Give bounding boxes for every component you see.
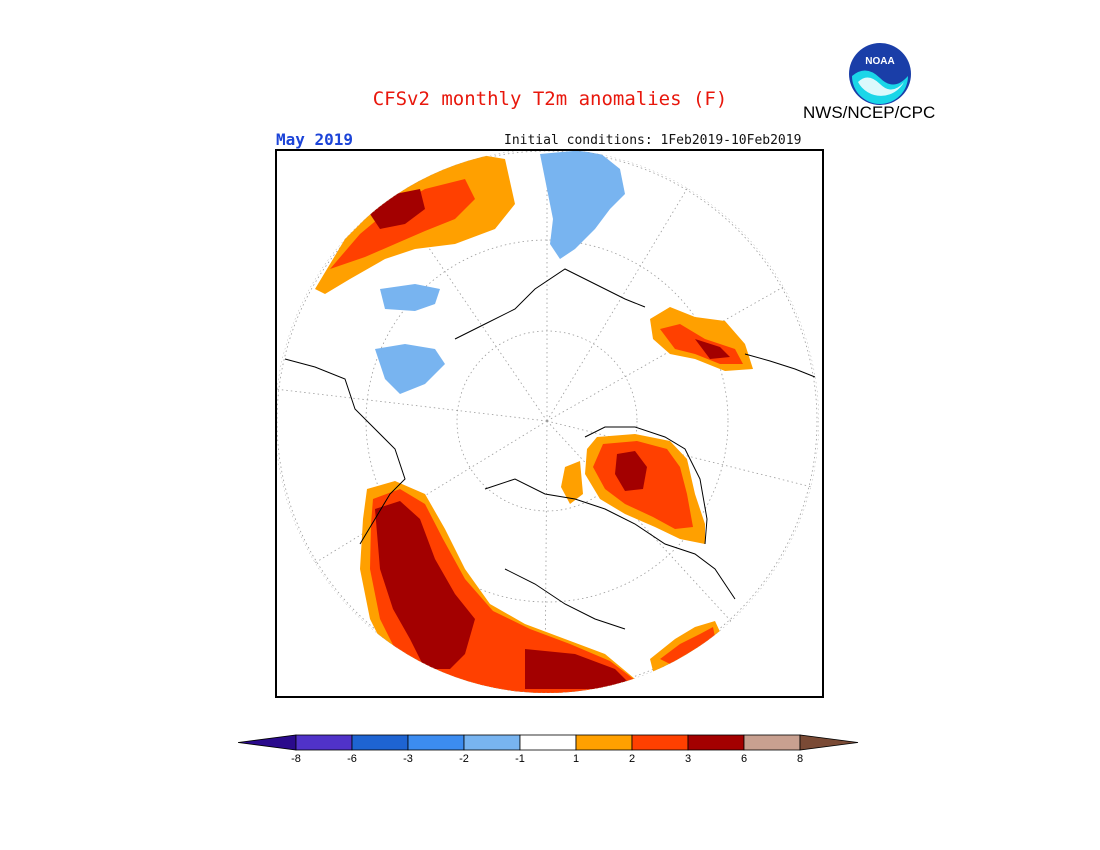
colorbar-tick-label: 6 — [741, 753, 747, 765]
colorbar-cell — [463, 734, 521, 751]
agency-label: NWS/NCEP/CPC — [803, 103, 936, 122]
anomaly-east-canada — [650, 621, 721, 679]
anomaly-alaska — [650, 307, 753, 371]
noaa-logo: NOAA — [849, 43, 911, 105]
colorbar-tick-label: -1 — [515, 753, 525, 765]
colorbar-arrow-high — [799, 734, 859, 751]
colorbar-tick-label: 1 — [573, 753, 579, 765]
anomaly-east-asia — [315, 154, 515, 294]
colorbar-cell — [687, 734, 745, 751]
colorbar-cell — [351, 734, 409, 751]
map-title: CFSv2 monthly T2m anomalies (F) — [372, 88, 728, 110]
colorbar: -8 -6 -3 -2 -1 1 2 3 6 8 — [238, 734, 859, 765]
noaa-logo-text: NOAA — [865, 56, 894, 67]
forecast-month: May 2019 — [276, 130, 354, 149]
colorbar-cell — [519, 734, 577, 751]
colorbar-tick-label: 3 — [685, 753, 691, 765]
colorbar-tick-label: -3 — [403, 753, 413, 765]
colorbar-cell — [631, 734, 689, 751]
colorbar-arrow-low — [238, 734, 297, 751]
map-border — [275, 149, 824, 698]
colorbar-tick-label: -8 — [291, 753, 301, 765]
colorbar-cell — [575, 734, 633, 751]
colorbar-tick-label: -2 — [459, 753, 469, 765]
colorbar-cell — [407, 734, 465, 751]
colorbar-cell — [295, 734, 353, 751]
colorbar-cell — [743, 734, 801, 751]
polar-map — [275, 149, 824, 698]
colorbar-tick-label: -6 — [347, 753, 357, 765]
initial-conditions-label: Initial conditions: 1Feb2019-10Feb2019 — [504, 133, 802, 148]
coastlines — [284, 268, 816, 630]
anomaly-greenland — [561, 434, 705, 544]
colorbar-tick-label: 2 — [629, 753, 635, 765]
colorbar-tick-label: 8 — [797, 753, 803, 765]
anomaly-central-siberia — [375, 149, 625, 394]
anomaly-europe-russia — [360, 481, 655, 693]
